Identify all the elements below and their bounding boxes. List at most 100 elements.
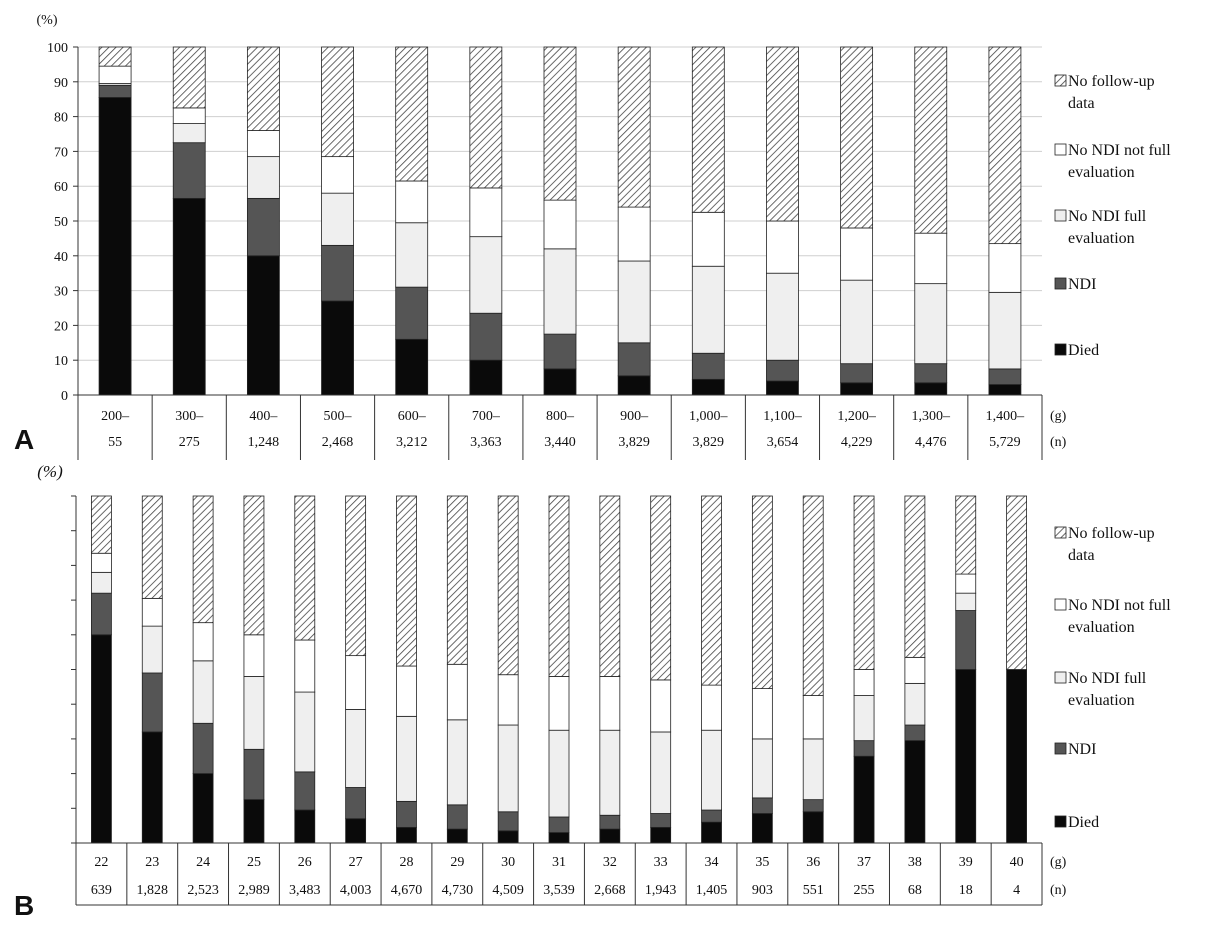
bar-segment <box>294 495 316 641</box>
bar-segment <box>395 286 429 340</box>
bar-segment <box>321 244 354 302</box>
bar-segment <box>599 729 621 816</box>
bar-segment <box>548 832 570 844</box>
legend-swatch <box>1054 598 1067 611</box>
n-count-label: 4 <box>1013 883 1020 898</box>
x-category-label: 39 <box>959 855 973 870</box>
bar-segment <box>243 676 265 750</box>
bar-segment <box>172 142 206 199</box>
bar-segment <box>497 811 519 832</box>
bar-segment <box>904 724 926 742</box>
bar-segment <box>548 729 570 818</box>
x-category-label: 30 <box>501 855 515 870</box>
bar-segment <box>243 495 265 636</box>
bar-segment <box>91 634 112 844</box>
legend-label: No NDI full <box>1068 208 1147 225</box>
x-category-label: 27 <box>349 855 363 870</box>
bar-segment <box>650 731 672 814</box>
legend-label: No NDI not full <box>1068 597 1171 614</box>
bar-segment <box>840 279 874 365</box>
bar-segment <box>469 187 503 238</box>
bar-segment <box>617 375 651 396</box>
bar-segment <box>294 691 316 773</box>
bar-segment <box>751 495 773 689</box>
n-count-label: 551 <box>803 883 824 898</box>
x-category-label: 1,300– <box>912 409 952 424</box>
bar-segment <box>294 771 316 811</box>
x-category-label: 35 <box>755 855 769 870</box>
n-count-label: 1,828 <box>137 883 169 898</box>
bar-segment <box>955 573 977 594</box>
bar-segment <box>840 227 874 281</box>
panel-label-b: B <box>14 890 35 921</box>
bar-segment <box>98 97 132 396</box>
bar-segment <box>840 46 874 229</box>
bar-segment <box>650 826 672 844</box>
n-count-label: 2,668 <box>594 883 626 898</box>
y-tick-label: 20 <box>54 319 68 334</box>
bar-segment <box>345 655 367 710</box>
bar-segment <box>345 818 367 844</box>
x-category-label: 28 <box>399 855 413 870</box>
n-count-label: 68 <box>908 883 922 898</box>
x-category-label: 38 <box>908 855 922 870</box>
x-category-label: 500– <box>324 409 353 424</box>
x-category-label: 1,000– <box>689 409 729 424</box>
bar-segment <box>396 826 417 844</box>
bar-segment <box>548 495 570 677</box>
x-category-label: 37 <box>857 855 871 870</box>
bar-segment <box>446 495 468 665</box>
bar-segment <box>543 368 577 396</box>
bar-segment <box>1006 495 1027 670</box>
bar-segment <box>345 709 367 788</box>
x-category-label: 31 <box>552 855 566 870</box>
bar-segment <box>98 65 132 84</box>
bar-segment <box>497 674 519 726</box>
legend-swatch <box>1054 671 1067 684</box>
legend-label: evaluation <box>1068 692 1135 709</box>
bar-segment <box>396 665 417 717</box>
bar-segment <box>914 46 948 234</box>
bar-segment <box>172 123 206 144</box>
bar-segment <box>766 46 799 222</box>
y-tick-label: 100 <box>47 41 68 56</box>
bar-segment <box>321 192 354 246</box>
x-category-label: 200– <box>101 409 130 424</box>
bar-segment <box>955 669 977 844</box>
bar-segment <box>914 382 948 396</box>
bar-segment <box>246 197 280 257</box>
legend-swatch <box>1054 74 1067 87</box>
bar-segment <box>914 363 948 384</box>
bar-segment <box>617 46 651 208</box>
legend-label: data <box>1068 547 1095 564</box>
chart-b: (%) 22 639 23 1,828 24 2,523 25 2,989 26 3,483 27 4,… <box>37 462 1171 906</box>
bar-segment <box>955 610 977 670</box>
bar-segment <box>246 156 280 199</box>
bar-segment <box>988 243 1022 293</box>
bar-segment <box>853 740 875 757</box>
bar-segment <box>766 380 799 396</box>
bar-segment <box>691 378 725 396</box>
bar-segment <box>840 363 874 384</box>
bar-segment <box>853 495 875 670</box>
bar-segment <box>395 46 429 182</box>
bar-segment <box>766 359 799 382</box>
bar-segment <box>701 684 722 731</box>
bar-segment <box>192 722 214 774</box>
bar-segment <box>543 248 577 335</box>
bar-segment <box>396 495 417 667</box>
y-tick-label: 50 <box>54 215 68 230</box>
x-category-label: 900– <box>620 409 649 424</box>
legend-label: No NDI full <box>1068 670 1147 687</box>
x-category-label: 40 <box>1010 855 1024 870</box>
bar-segment <box>446 804 468 830</box>
n-count-label: 3,654 <box>767 435 799 450</box>
x-category-label: 1,100– <box>763 409 803 424</box>
bar-segment <box>446 828 468 844</box>
x-category-label: 26 <box>298 855 312 870</box>
y-tick-label: 10 <box>54 354 68 369</box>
n-count-label: 1,405 <box>696 883 728 898</box>
bar-segment <box>766 272 799 361</box>
legend-label: evaluation <box>1068 230 1135 247</box>
bar-segment <box>853 695 875 742</box>
